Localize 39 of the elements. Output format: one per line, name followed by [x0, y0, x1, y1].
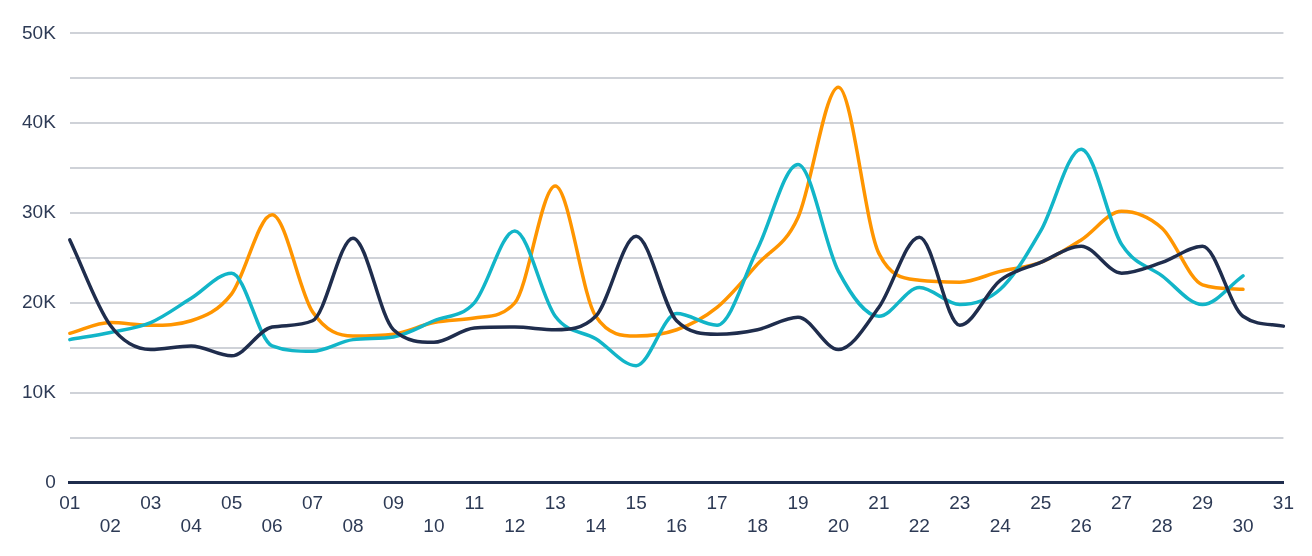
x-tick-label: 30 [1232, 514, 1254, 536]
x-tick-label: 15 [625, 492, 647, 514]
x-tick-label: 06 [261, 514, 283, 536]
x-tick-label: 04 [180, 514, 203, 536]
x-tick-label: 25 [1030, 492, 1052, 514]
x-tick-label: 29 [1191, 492, 1214, 514]
y-tick-label: 10K [21, 380, 57, 402]
x-tick-label: 11 [464, 492, 485, 514]
x-tick-label: 03 [140, 492, 162, 514]
x-tick-label: 18 [746, 514, 769, 536]
x-tick-label: 26 [1070, 514, 1092, 536]
x-tick-label: 21 [868, 492, 890, 514]
x-tick-label: 31 [1272, 492, 1294, 514]
x-tick-label: 22 [908, 514, 930, 536]
line-series [68, 234, 1286, 358]
x-tick-label: 02 [99, 514, 121, 536]
x-tick-label: 23 [949, 492, 971, 514]
x-tick-label: 19 [787, 492, 809, 514]
x-tick-label: 01 [59, 492, 81, 514]
x-tick-label: 08 [342, 514, 364, 536]
x-tick-label: 07 [301, 492, 324, 514]
y-tick-label: 40K [21, 111, 57, 133]
x-tick-label: 20 [827, 514, 850, 536]
x-tick-label: 12 [504, 514, 526, 536]
x-tick-label: 28 [1151, 514, 1173, 536]
y-tick-label: 50K [21, 21, 57, 43]
y-tick-label: 20K [21, 291, 57, 313]
line-series [68, 147, 1245, 368]
x-tick-label: 17 [706, 492, 728, 514]
x-tick-label: 14 [585, 514, 607, 536]
x-tick-label: 05 [221, 492, 243, 514]
x-tick-label: 27 [1111, 492, 1133, 514]
x-tick-label: 24 [989, 514, 1012, 536]
x-tick-label: 09 [382, 492, 405, 514]
x-tick-label: 10 [423, 514, 445, 536]
y-tick-label: 30K [21, 201, 57, 223]
x-tick-label: 16 [666, 514, 688, 536]
x-tick-label: 13 [544, 492, 566, 514]
y-tick-label: 0 [45, 470, 56, 492]
